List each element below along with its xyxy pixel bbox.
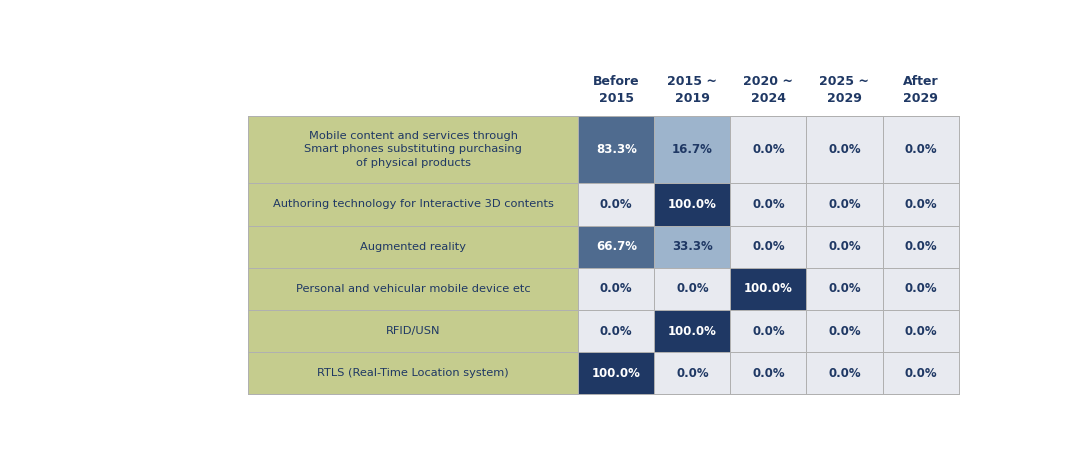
Text: 0.0%: 0.0% <box>904 325 937 338</box>
Text: Before
2015: Before 2015 <box>593 75 640 105</box>
Text: Personal and vehicular mobile device etc: Personal and vehicular mobile device etc <box>296 284 531 294</box>
Text: 0.0%: 0.0% <box>829 240 861 253</box>
Bar <box>806 310 883 352</box>
Text: 0.0%: 0.0% <box>600 198 632 211</box>
Text: 100.0%: 100.0% <box>668 198 716 211</box>
Text: 2025 ~
2029: 2025 ~ 2029 <box>819 75 870 105</box>
Bar <box>248 183 578 226</box>
Text: 2020 ~
2024: 2020 ~ 2024 <box>743 75 793 105</box>
Text: 33.3%: 33.3% <box>672 240 713 253</box>
Text: 0.0%: 0.0% <box>677 282 709 295</box>
Bar <box>883 183 958 226</box>
Text: RTLS (Real-Time Location system): RTLS (Real-Time Location system) <box>317 368 509 378</box>
Bar <box>883 226 958 268</box>
Bar <box>654 268 730 310</box>
Text: 0.0%: 0.0% <box>829 325 861 338</box>
Text: 16.7%: 16.7% <box>672 143 713 156</box>
Bar <box>806 268 883 310</box>
Bar <box>578 268 654 310</box>
Text: 0.0%: 0.0% <box>904 143 937 156</box>
Text: RFID/USN: RFID/USN <box>386 326 440 336</box>
Bar <box>730 310 806 352</box>
Text: Mobile content and services through
Smart phones substituting purchasing
of phys: Mobile content and services through Smar… <box>304 131 522 168</box>
Bar <box>730 183 806 226</box>
Text: 0.0%: 0.0% <box>600 325 632 338</box>
Bar <box>806 352 883 395</box>
Text: 0.0%: 0.0% <box>752 367 784 380</box>
Text: 0.0%: 0.0% <box>904 198 937 211</box>
Text: 0.0%: 0.0% <box>600 282 632 295</box>
Text: 0.0%: 0.0% <box>829 367 861 380</box>
Bar <box>654 310 730 352</box>
Text: 0.0%: 0.0% <box>829 282 861 295</box>
Bar <box>654 183 730 226</box>
Text: 0.0%: 0.0% <box>677 367 709 380</box>
Text: 83.3%: 83.3% <box>596 143 637 156</box>
Bar <box>654 226 730 268</box>
Text: 2015 ~
2019: 2015 ~ 2019 <box>668 75 718 105</box>
Bar <box>883 352 958 395</box>
Text: 0.0%: 0.0% <box>904 282 937 295</box>
Bar <box>248 226 578 268</box>
Bar <box>248 268 578 310</box>
Bar <box>806 115 883 183</box>
Bar <box>806 183 883 226</box>
Bar <box>730 268 806 310</box>
Text: 0.0%: 0.0% <box>904 367 937 380</box>
Text: 100.0%: 100.0% <box>592 367 641 380</box>
Bar <box>883 310 958 352</box>
Text: 0.0%: 0.0% <box>904 240 937 253</box>
Text: 100.0%: 100.0% <box>745 282 793 295</box>
Bar <box>654 115 730 183</box>
Bar <box>883 268 958 310</box>
Bar <box>730 115 806 183</box>
Bar <box>578 226 654 268</box>
Text: 0.0%: 0.0% <box>752 198 784 211</box>
Text: 0.0%: 0.0% <box>752 143 784 156</box>
Text: 100.0%: 100.0% <box>668 325 716 338</box>
Bar <box>578 183 654 226</box>
Bar <box>578 352 654 395</box>
Bar <box>806 226 883 268</box>
Text: Authoring technology for Interactive 3D contents: Authoring technology for Interactive 3D … <box>273 199 554 209</box>
Text: After
2029: After 2029 <box>903 75 939 105</box>
Text: 0.0%: 0.0% <box>752 325 784 338</box>
Bar <box>248 352 578 395</box>
Bar <box>730 352 806 395</box>
Text: Augmented reality: Augmented reality <box>360 242 466 252</box>
Bar <box>654 352 730 395</box>
Text: 0.0%: 0.0% <box>829 143 861 156</box>
Text: 0.0%: 0.0% <box>752 240 784 253</box>
Text: 0.0%: 0.0% <box>829 198 861 211</box>
Text: 66.7%: 66.7% <box>596 240 637 253</box>
Bar <box>730 226 806 268</box>
Bar <box>578 310 654 352</box>
Bar <box>248 310 578 352</box>
Bar <box>248 115 578 183</box>
Bar <box>578 115 654 183</box>
Bar <box>883 115 958 183</box>
